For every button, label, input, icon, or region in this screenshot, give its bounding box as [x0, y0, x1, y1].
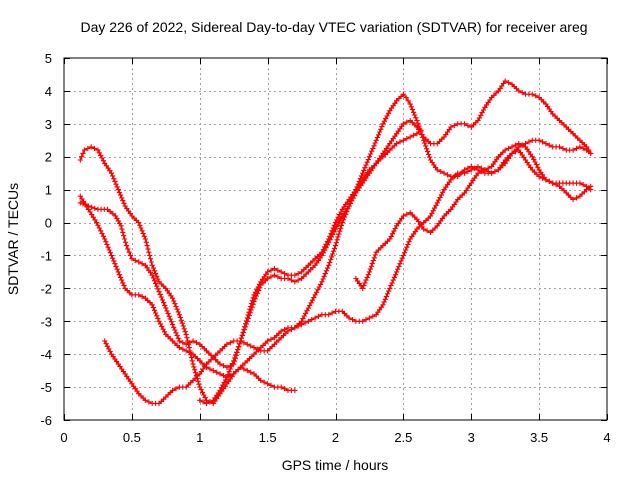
y-tick-label: -4 — [40, 347, 52, 362]
series-markers — [353, 141, 594, 291]
x-tick-label: 1 — [196, 430, 203, 445]
data-series — [77, 78, 594, 407]
y-tick-label: -5 — [40, 380, 52, 395]
series-line — [104, 149, 592, 405]
series-markers — [77, 127, 424, 370]
series-track-5 — [197, 78, 594, 407]
series-track-3 — [77, 91, 594, 380]
y-tick-label: 4 — [45, 84, 52, 99]
series-track-4 — [102, 147, 594, 407]
y-tick-label: 5 — [45, 51, 52, 66]
x-tick-label: 3.5 — [530, 430, 548, 445]
y-tick-labels: -6 -5 -4 -3 -2 -1 0 1 2 3 4 5 — [40, 51, 52, 428]
y-tick-label: 3 — [45, 117, 52, 132]
y-tick-label: -2 — [40, 281, 52, 296]
series-line — [355, 142, 592, 290]
axis-ticks — [64, 58, 608, 421]
series-markers — [102, 147, 594, 407]
series-markers — [77, 91, 594, 380]
x-tick-labels: 0 0.5 1 1.5 2 2.5 3 3.5 4 — [60, 430, 610, 445]
x-tick-label: 3 — [468, 430, 475, 445]
x-axis-label: GPS time / hours — [282, 457, 389, 473]
y-axis-label: SDTVAR / TECUs — [5, 183, 21, 295]
y-tick-label: 0 — [45, 216, 52, 231]
y-tick-label: -6 — [40, 413, 52, 428]
plot-frame — [63, 57, 608, 421]
series-track-2 — [77, 127, 424, 370]
grid-lines — [64, 58, 607, 420]
x-tick-label: 2.5 — [394, 430, 412, 445]
x-tick-label: 2 — [332, 430, 339, 445]
series-line — [79, 93, 592, 378]
x-tick-label: 4 — [603, 430, 610, 445]
series-line — [199, 80, 592, 405]
series-track-6 — [353, 141, 594, 291]
x-tick-label: 1.5 — [259, 430, 277, 445]
y-tick-label: 1 — [45, 183, 52, 198]
y-tick-label: 2 — [45, 150, 52, 165]
chart-title: Day 226 of 2022, Sidereal Day-to-day VTE… — [80, 19, 587, 35]
x-tick-label: 0 — [60, 430, 67, 445]
series-line — [79, 146, 295, 405]
series-markers — [197, 78, 594, 407]
x-tick-label: 0.5 — [123, 430, 141, 445]
y-tick-label: -3 — [40, 314, 52, 329]
series-line — [80, 129, 422, 368]
y-tick-label: -1 — [40, 248, 52, 263]
